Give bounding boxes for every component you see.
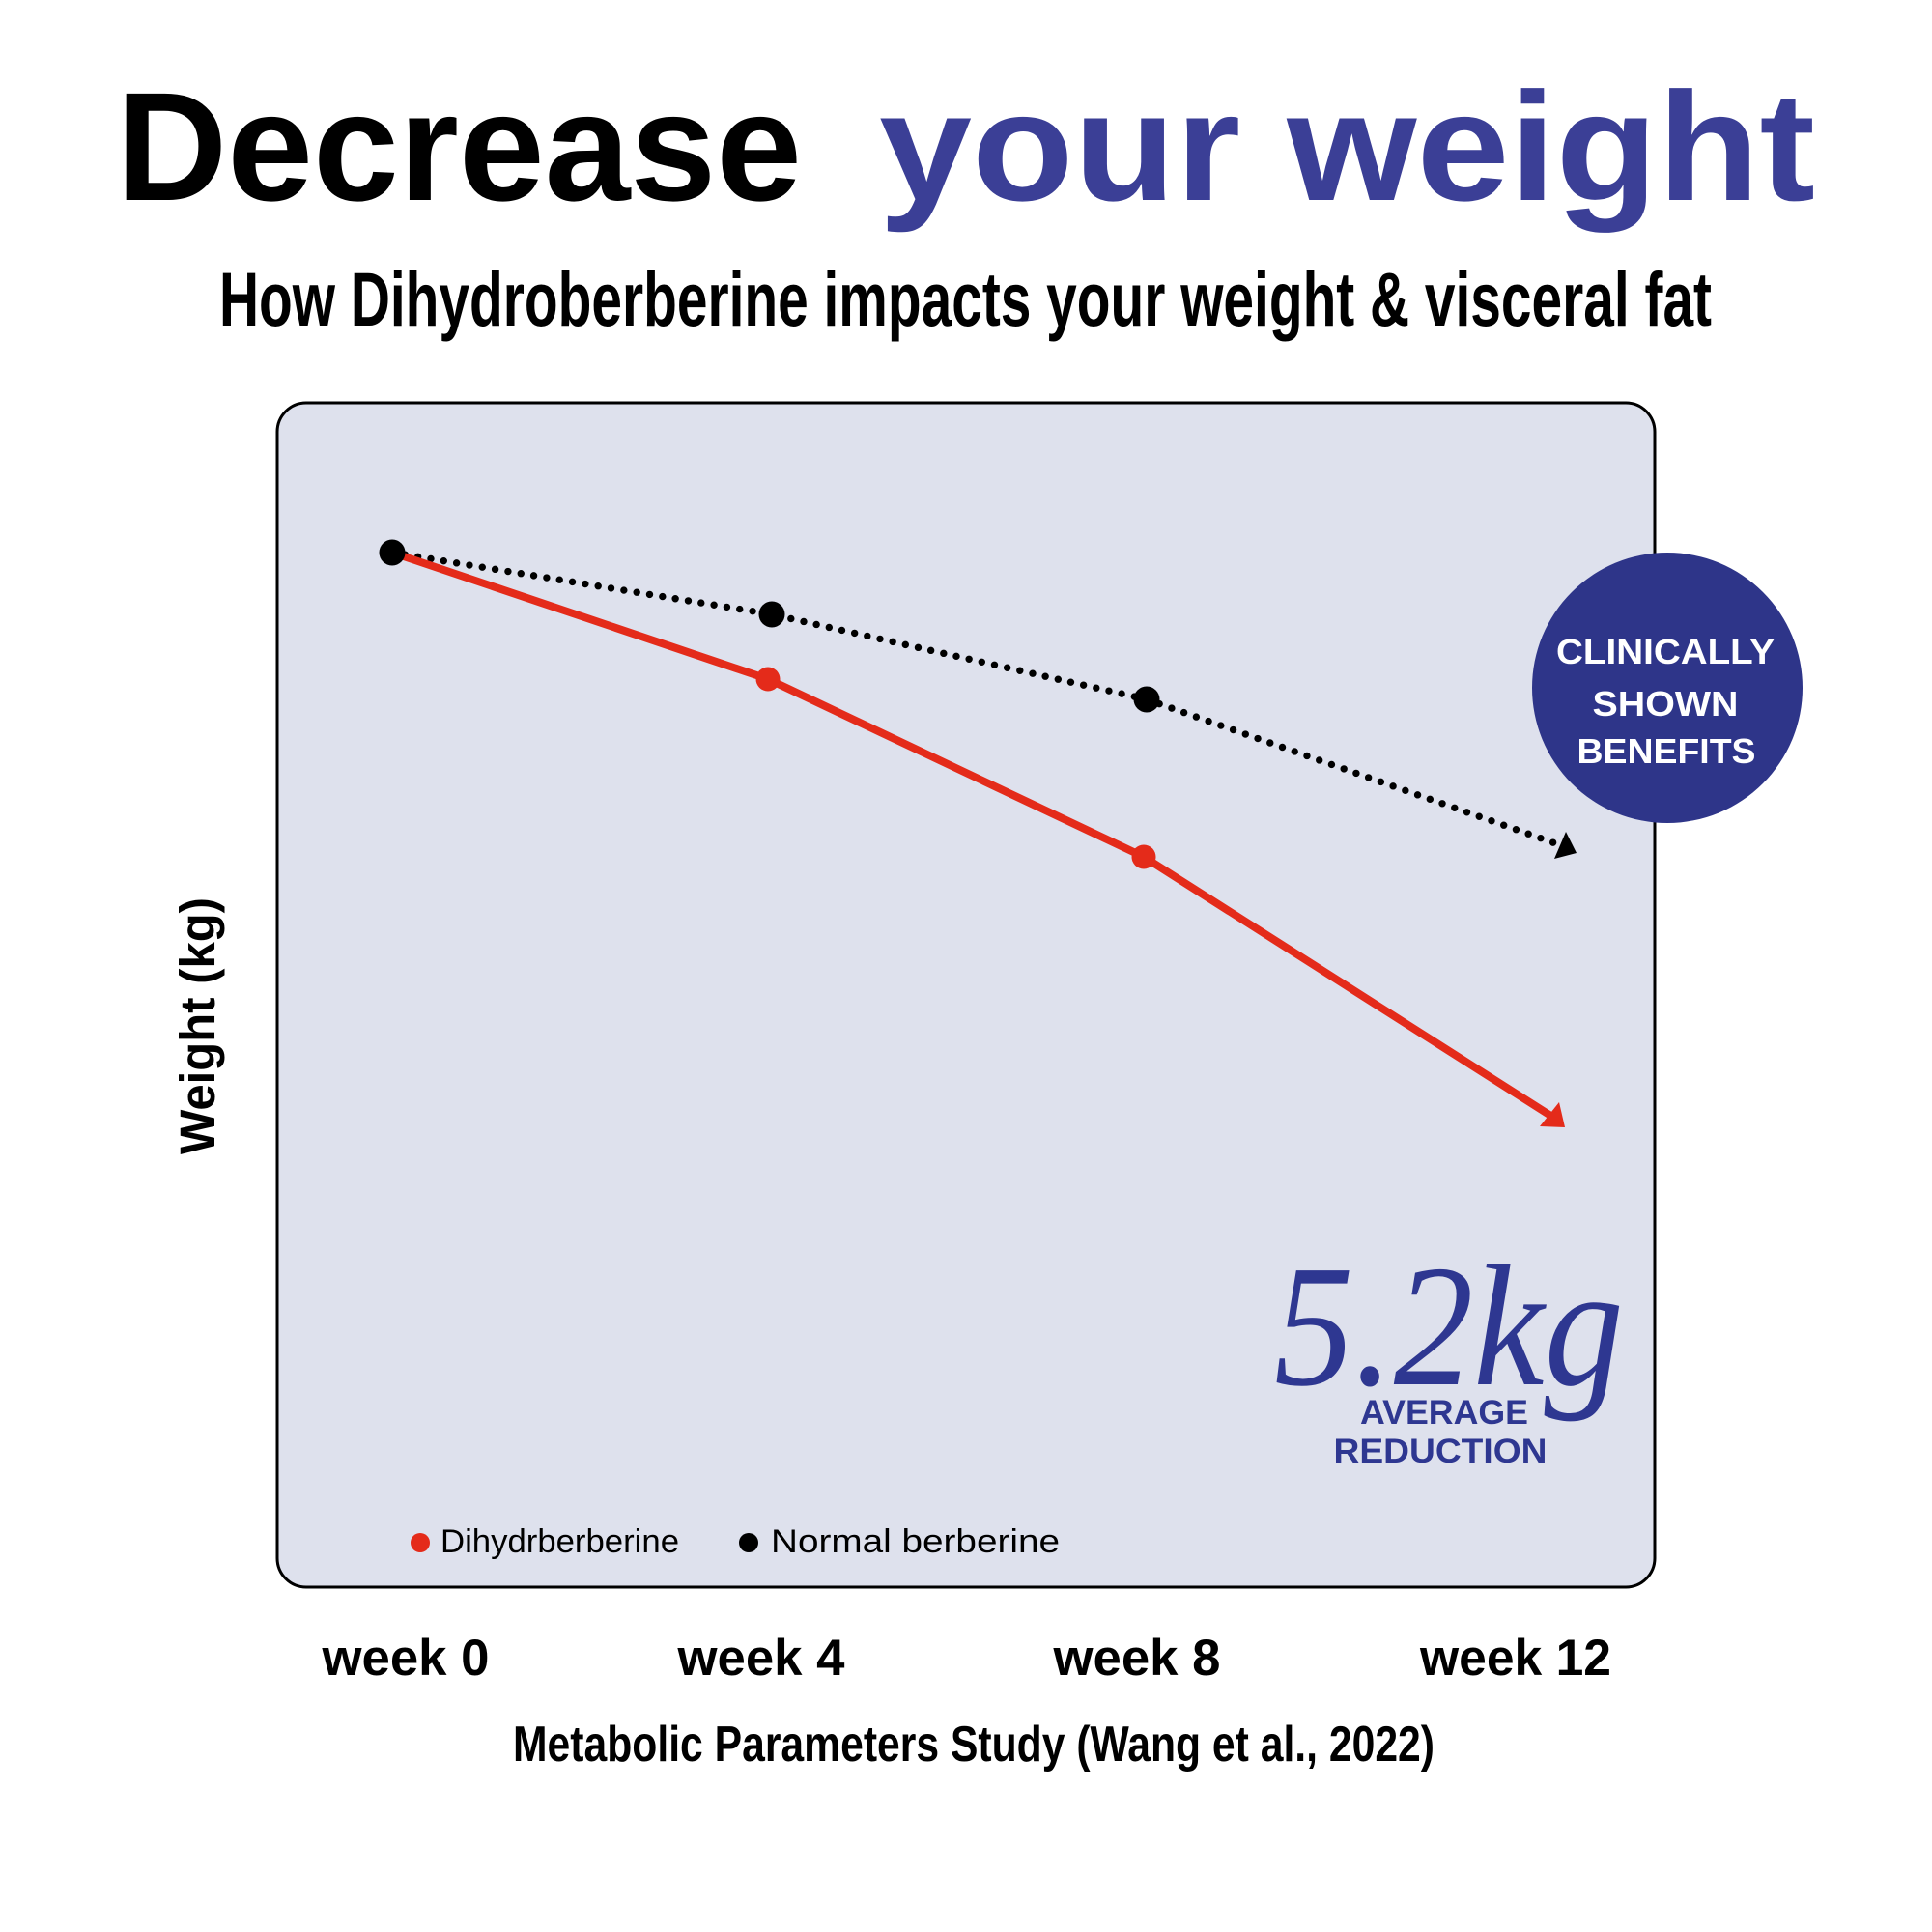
- svg-text:Dihydrberberine: Dihydrberberine: [440, 1523, 679, 1560]
- svg-text:AVERAGE: AVERAGE: [1360, 1394, 1528, 1432]
- svg-text:REDUCTION: REDUCTION: [1334, 1433, 1548, 1470]
- svg-text:week 12: week 12: [1419, 1630, 1611, 1687]
- svg-text:week 0: week 0: [322, 1630, 490, 1687]
- svg-text:5.2kg: 5.2kg: [1274, 1230, 1624, 1422]
- svg-text:CLINICALLY: CLINICALLY: [1556, 632, 1775, 671]
- svg-text:Decrease: Decrease: [116, 60, 802, 233]
- svg-text:BENEFITS: BENEFITS: [1577, 731, 1756, 771]
- svg-text:Normal berberine: Normal berberine: [771, 1523, 1060, 1560]
- svg-text:How Dihydroberberine impacts y: How Dihydroberberine impacts your weight…: [219, 256, 1712, 342]
- svg-text:Weight (kg): Weight (kg): [170, 897, 225, 1154]
- svg-text:week 4: week 4: [677, 1630, 846, 1687]
- svg-text:SHOWN: SHOWN: [1593, 684, 1739, 724]
- svg-text:week 8: week 8: [1053, 1630, 1221, 1687]
- svg-text:your weight: your weight: [879, 60, 1815, 233]
- svg-text:Metabolic Parameters Study (Wa: Metabolic Parameters Study (Wang et al.,…: [513, 1717, 1435, 1773]
